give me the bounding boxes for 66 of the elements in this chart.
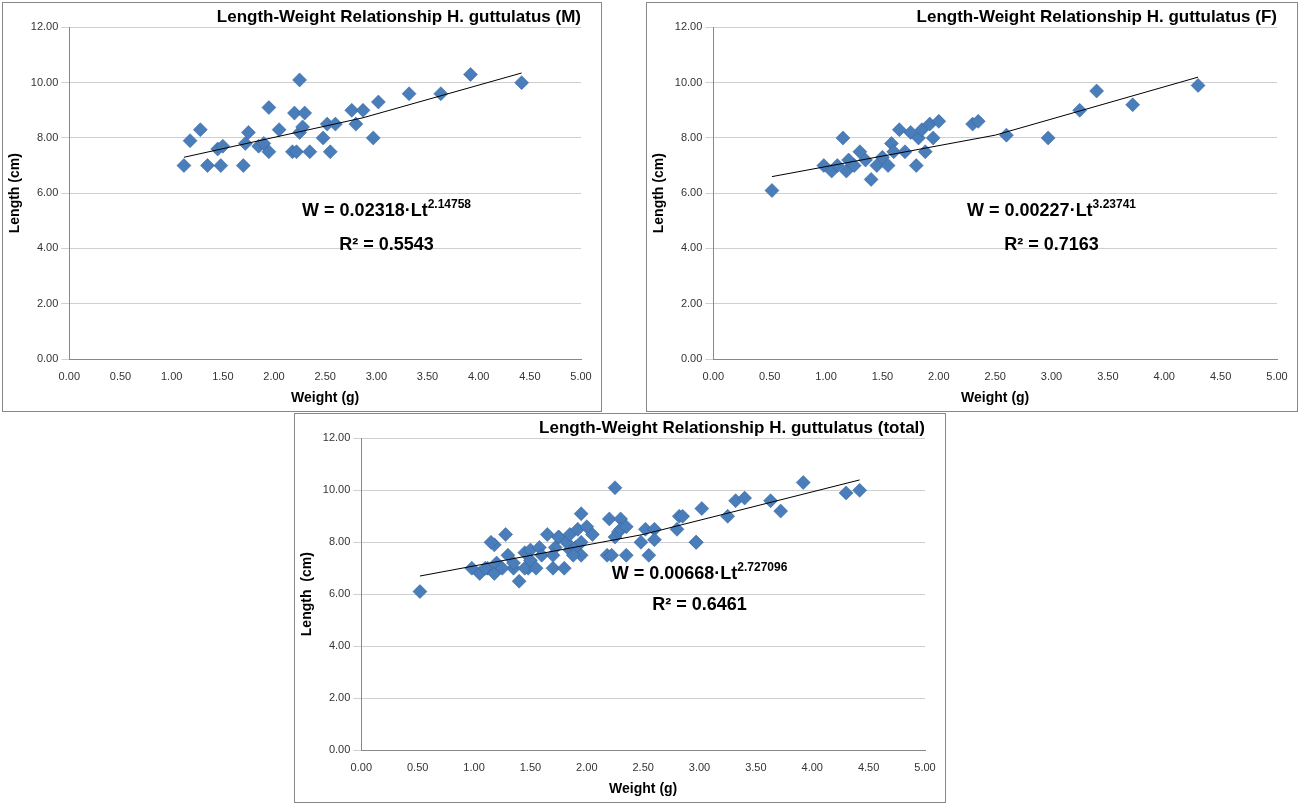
annotation: R² = 0.7163	[1004, 233, 1099, 254]
x-tick-label: 1.50	[871, 369, 894, 382]
x-tick-label: 5.00	[914, 760, 936, 773]
x-tick-label: 0.00	[350, 760, 373, 773]
x-tick-label: 4.50	[1209, 369, 1232, 382]
y-tick-label: 12.00	[322, 431, 351, 444]
x-tick-label: 1.00	[160, 369, 183, 382]
x-tick-label: 4.50	[519, 369, 541, 382]
x-tick-label: 3.50	[1097, 369, 1119, 382]
y-tick-label: 0.00	[680, 352, 703, 365]
x-tick-label: 0.50	[406, 760, 429, 773]
x-tick-label: 3.00	[1040, 369, 1063, 382]
chart-title: Length-Weight Relationship H. guttulatus (F)	[916, 6, 1277, 26]
x-tick-label: 2.50	[314, 369, 336, 382]
x-tick-label: 3.50	[745, 760, 767, 773]
x-tick-label: 0.00	[58, 369, 81, 382]
y-axis-title: Length (cm)	[298, 552, 315, 637]
x-tick-label: 2.00	[928, 369, 950, 382]
x-tick-label: 3.00	[365, 369, 388, 382]
y-tick-label: 4.00	[680, 241, 703, 254]
x-tick-label: 1.50	[519, 760, 542, 773]
x-tick-label: 0.00	[702, 369, 725, 382]
y-tick-label: 6.00	[328, 587, 351, 600]
y-axis-title: Length (cm)	[6, 153, 23, 234]
y-tick-label: 2.00	[680, 296, 703, 309]
y-tick-label: 8.00	[36, 130, 59, 143]
x-tick-label: 0.50	[109, 369, 132, 382]
y-tick-label: 0.00	[36, 352, 59, 365]
annotation: R² = 0.6461	[652, 593, 747, 614]
x-tick-label: 4.00	[801, 760, 823, 773]
x-axis-title: Weight (g)	[291, 389, 360, 406]
chart-title: Length-Weight Relationship H. guttulatus (M)	[216, 6, 581, 26]
y-tick-label: 10.00	[322, 483, 351, 496]
y-tick-label: 8.00	[680, 130, 703, 143]
y-tick-label: 8.00	[328, 535, 351, 548]
y-tick-label: 2.00	[328, 691, 351, 704]
x-tick-label: 2.00	[576, 760, 598, 773]
y-axis-title: Length (cm)	[650, 153, 667, 234]
x-tick-label: 0.50	[758, 369, 781, 382]
x-tick-label: 2.00	[263, 369, 285, 382]
x-tick-label: 4.50	[857, 760, 880, 773]
x-tick-label: 2.50	[984, 369, 1006, 382]
x-axis-title: Weight (g)	[961, 389, 1030, 406]
chart-title: Length-Weight Relationship H. guttulatus (total)	[539, 417, 925, 437]
y-tick-label: 6.00	[680, 186, 703, 199]
y-tick-label: 4.00	[328, 639, 351, 652]
y-tick-label: 10.00	[30, 75, 59, 88]
x-tick-label: 4.00	[467, 369, 490, 382]
y-tick-label: 6.00	[36, 186, 59, 199]
y-tick-label: 10.00	[674, 75, 703, 88]
x-tick-label: 3.50	[416, 369, 439, 382]
x-axis-title: Weight (g)	[609, 780, 678, 797]
y-tick-label: 4.00	[36, 241, 59, 254]
x-tick-label: 1.00	[463, 760, 485, 773]
x-tick-label: 3.00	[688, 760, 711, 773]
y-tick-label: 12.00	[674, 20, 703, 33]
x-tick-label: 1.50	[212, 369, 234, 382]
y-tick-label: 2.00	[36, 296, 59, 309]
x-tick-label: 2.50	[632, 760, 654, 773]
annotation: R² = 0.5543	[339, 233, 434, 254]
x-tick-label: 4.00	[1153, 369, 1175, 382]
x-tick-label: 5.00	[570, 369, 592, 382]
x-tick-label: 5.00	[1266, 369, 1288, 382]
y-tick-label: 12.00	[30, 20, 59, 33]
y-tick-label: 0.00	[328, 743, 351, 756]
x-tick-label: 1.00	[815, 369, 837, 382]
